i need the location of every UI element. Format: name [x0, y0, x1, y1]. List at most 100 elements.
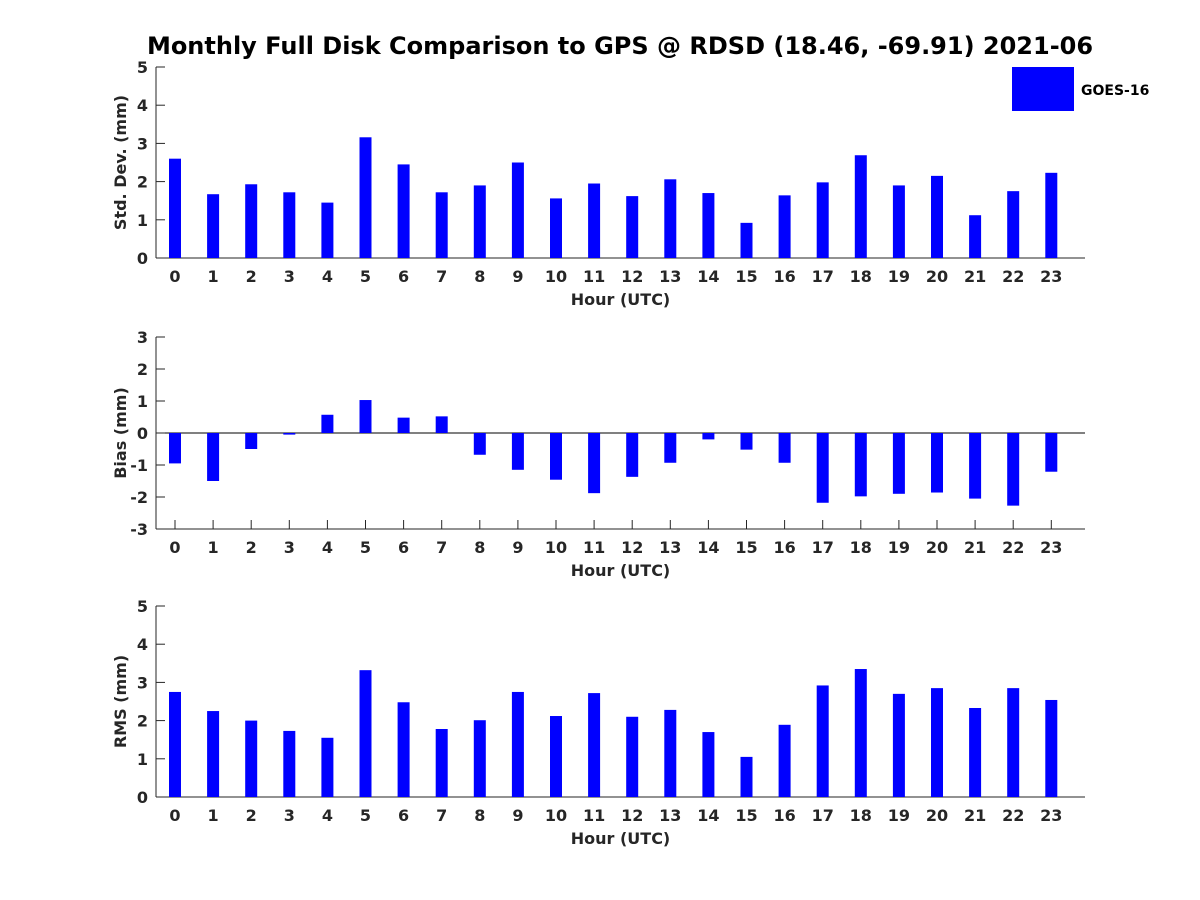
x-tick-label: 21: [964, 267, 986, 286]
x-tick-label: 5: [360, 538, 371, 557]
bar: [435, 192, 448, 258]
bar: [931, 433, 943, 493]
x-tick-label: 6: [398, 538, 409, 557]
x-tick-label: 6: [398, 267, 409, 286]
y-axis-label: Bias (mm): [111, 387, 130, 479]
bar: [511, 433, 524, 470]
bar: [550, 716, 562, 797]
legend-swatch: [1012, 67, 1074, 111]
y-tick-label: -2: [130, 488, 148, 507]
bar: [588, 693, 601, 797]
x-tick-label: 11: [583, 806, 605, 825]
bar: [511, 162, 524, 258]
x-tick-label: 16: [773, 538, 795, 557]
x-tick-label: 13: [659, 538, 681, 557]
bar: [816, 433, 829, 503]
x-tick-label: 18: [850, 267, 872, 286]
bar: [473, 720, 486, 797]
bar: [854, 155, 867, 258]
bar: [283, 192, 296, 258]
x-tick-label: 20: [926, 267, 948, 286]
bar: [1045, 699, 1058, 797]
bar: [1045, 433, 1058, 472]
y-tick-label: 1: [137, 750, 148, 769]
bar: [816, 182, 829, 258]
bar: [359, 670, 372, 797]
bar: [778, 433, 791, 463]
y-tick-label: 0: [137, 788, 148, 807]
x-tick-label: 16: [773, 806, 795, 825]
x-tick-label: 13: [659, 806, 681, 825]
x-axis-label: Hour (UTC): [571, 290, 671, 309]
y-tick-label: 2: [137, 712, 148, 731]
bar: [473, 433, 486, 455]
x-tick-label: 5: [360, 806, 371, 825]
x-tick-label: 8: [474, 538, 485, 557]
x-tick-label: 17: [812, 267, 834, 286]
x-tick-label: 21: [964, 806, 986, 825]
bar: [321, 414, 334, 433]
bar: [626, 433, 639, 477]
bar: [1007, 433, 1020, 506]
bar: [778, 195, 791, 258]
x-axis-label: Hour (UTC): [571, 829, 671, 848]
bar: [397, 702, 410, 797]
x-tick-label: 12: [621, 267, 643, 286]
x-tick-label: 20: [926, 538, 948, 557]
bar: [816, 685, 829, 797]
x-tick-label: 3: [284, 806, 295, 825]
x-tick-label: 21: [964, 538, 986, 557]
bar: [854, 669, 867, 797]
bar: [169, 433, 181, 464]
bar: [550, 198, 562, 258]
x-tick-label: 10: [545, 806, 567, 825]
x-tick-label: 7: [436, 806, 447, 825]
x-tick-label: 23: [1040, 806, 1062, 825]
x-tick-label: 4: [322, 267, 333, 286]
bar: [702, 433, 715, 440]
bar: [359, 137, 372, 258]
y-tick-label: 4: [137, 635, 148, 654]
bar: [397, 164, 410, 258]
y-tick-label: 5: [137, 597, 148, 616]
x-tick-label: 11: [583, 538, 605, 557]
x-tick-label: 7: [436, 538, 447, 557]
x-tick-label: 15: [735, 806, 757, 825]
y-tick-label: 2: [137, 173, 148, 192]
bar: [511, 691, 524, 797]
x-tick-label: 15: [735, 267, 757, 286]
bar: [931, 688, 943, 797]
chart-title: Monthly Full Disk Comparison to GPS @ RD…: [147, 32, 1093, 60]
bar: [969, 433, 982, 499]
x-tick-label: 3: [284, 267, 295, 286]
bar: [892, 433, 905, 494]
x-tick-label: 23: [1040, 267, 1062, 286]
bar: [321, 202, 334, 258]
x-tick-label: 1: [208, 267, 219, 286]
x-tick-label: 23: [1040, 538, 1062, 557]
bar: [931, 175, 943, 258]
x-tick-label: 10: [545, 267, 567, 286]
x-tick-label: 22: [1002, 806, 1024, 825]
bar: [245, 184, 258, 258]
bar: [207, 433, 220, 481]
bar: [854, 433, 867, 497]
x-tick-label: 22: [1002, 267, 1024, 286]
x-tick-label: 18: [850, 806, 872, 825]
x-tick-label: 19: [888, 538, 910, 557]
bar: [245, 433, 258, 449]
bar: [283, 433, 296, 435]
bar: [588, 433, 601, 494]
bar: [664, 709, 677, 797]
bar: [702, 732, 715, 797]
x-tick-label: 15: [735, 538, 757, 557]
bar: [892, 693, 905, 797]
y-axis-label: Std. Dev. (mm): [111, 95, 130, 230]
bar: [207, 711, 220, 797]
bar: [664, 179, 677, 258]
bar: [435, 729, 448, 797]
bar: [969, 215, 982, 258]
x-tick-label: 12: [621, 806, 643, 825]
bar: [359, 400, 372, 433]
